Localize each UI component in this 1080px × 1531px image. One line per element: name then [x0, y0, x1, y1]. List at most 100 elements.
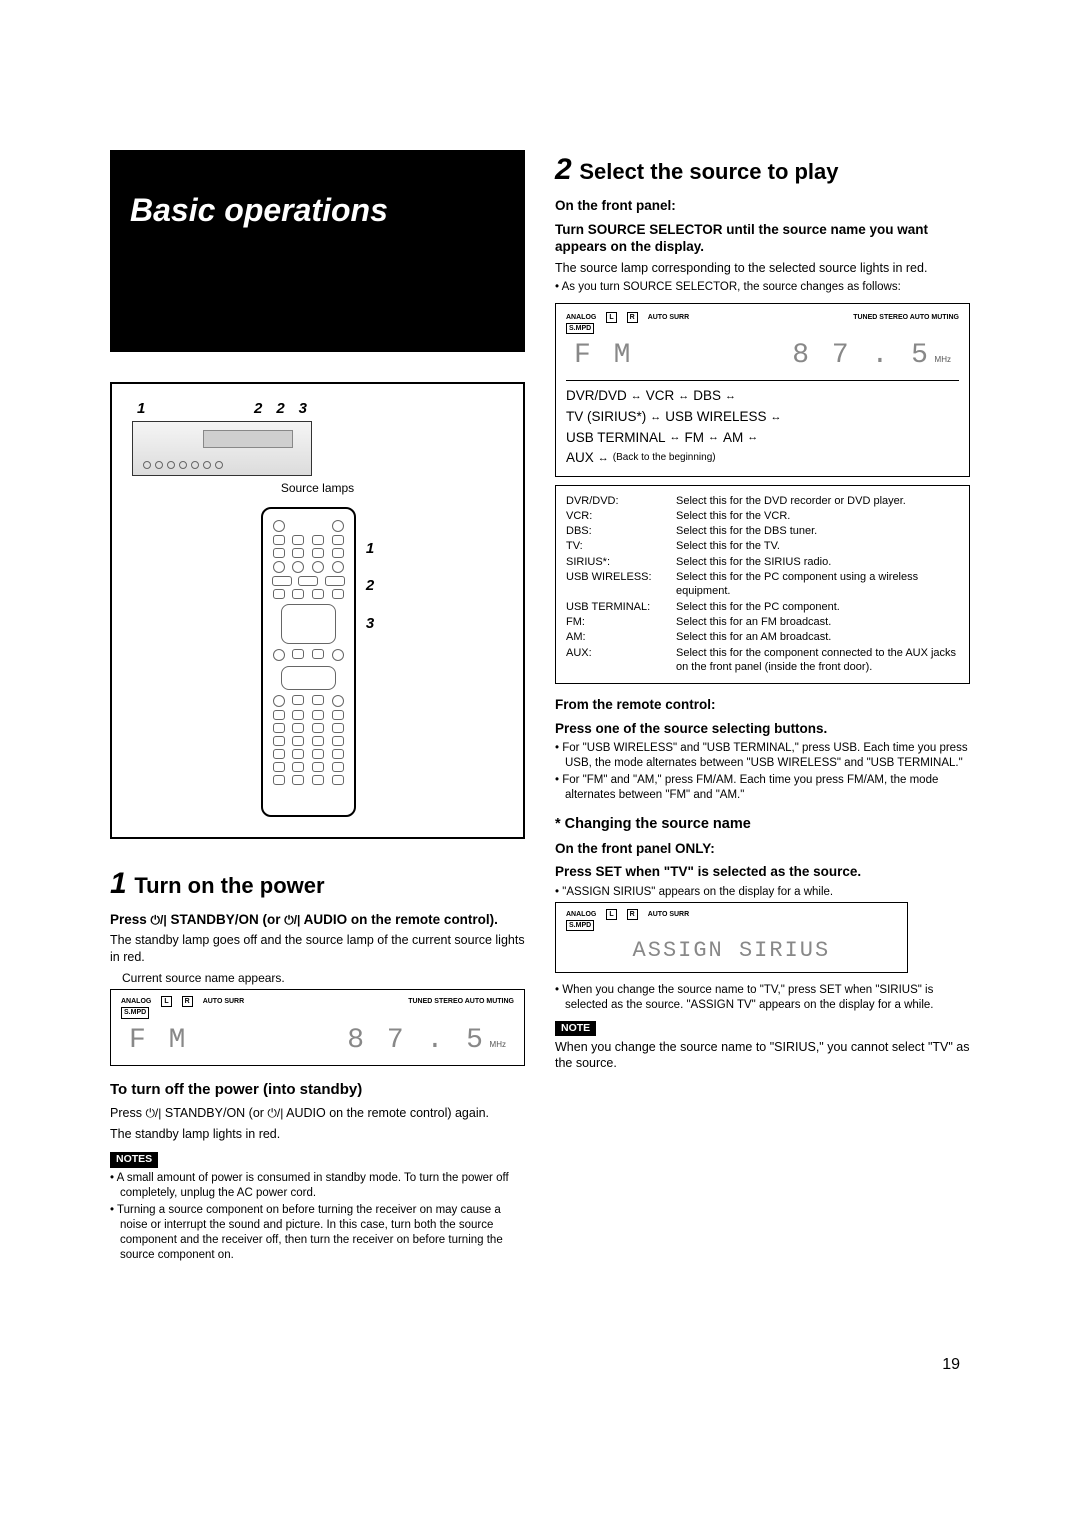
num-1: 1: [137, 399, 145, 419]
remote-image: [261, 507, 356, 817]
remote-num-3: 3: [366, 614, 374, 634]
right-column: 2 Select the source to play On the front…: [555, 150, 970, 1265]
def-key: VCR:: [566, 509, 676, 523]
arrow-icon: ↔: [725, 389, 736, 403]
indicator-l: L: [161, 996, 171, 1007]
step1-instruction: Press ⏻/| STANDBY/ON (or ⏻/| AUDIO on th…: [110, 911, 525, 929]
cycle-line-3: USB TERMINAL↔ FM↔ AM↔: [566, 429, 959, 447]
def-key: USB TERMINAL:: [566, 600, 676, 614]
bullet-item: "ASSIGN SIRIUS" appears on the display f…: [555, 885, 970, 900]
note-item: Turning a source component on before tur…: [110, 1203, 525, 1263]
indicator-autosurr: AUTO SURR: [203, 997, 244, 1006]
remote-label: From the remote control:: [555, 696, 970, 714]
indicator-r: R: [627, 312, 638, 323]
def-key: TV:: [566, 539, 676, 553]
def-key: AM:: [566, 630, 676, 644]
title-box: Basic operations: [110, 150, 525, 352]
def-val: Select this for the PC component.: [676, 600, 959, 614]
indicator-l: L: [606, 909, 616, 920]
num-3: 3: [299, 399, 307, 419]
cycle-line-4: AUX↔ (Back to the beginning): [566, 449, 959, 467]
note-label: NOTE: [555, 1021, 596, 1037]
lcd-unit: MHz: [935, 355, 951, 364]
power-icon: ⏻/|: [151, 913, 167, 927]
indicator-tuned: TUNED STEREO AUTO MUTING: [853, 313, 959, 322]
indicator-l: L: [606, 312, 616, 323]
def-val: Select this for the SIRIUS radio.: [676, 555, 959, 569]
remote-num-1: 1: [366, 539, 374, 559]
lcd-source: F M: [129, 1023, 188, 1059]
lcd-freq: 8 7 . 5: [792, 340, 931, 371]
indicator-autosurr: AUTO SURR: [648, 910, 689, 919]
def-val: Select this for the PC component using a…: [676, 570, 959, 599]
bullet-item: For "USB WIRELESS" and "USB TERMINAL," p…: [555, 741, 970, 771]
remote-instruction: Press one of the source selecting button…: [555, 720, 970, 738]
def-key: DBS:: [566, 524, 676, 538]
standby-body2: The standby lamp lights in red.: [110, 1126, 525, 1142]
front-panel-body: The source lamp corresponding to the sel…: [555, 260, 970, 276]
arrow-icon: ↔: [598, 451, 609, 465]
changing-heading: * Changing the source name: [555, 815, 970, 834]
manual-page: Basic operations 1 2 2 3 Source lamps: [0, 0, 1080, 1325]
indicator-smpd: S.MPD: [566, 920, 594, 931]
page-number: 19: [0, 1355, 1080, 1376]
arrow-icon: ↔: [747, 430, 758, 444]
page-title: Basic operations: [130, 190, 505, 232]
def-key: SIRIUS*:: [566, 555, 676, 569]
standby-heading: To turn off the power (into standby): [110, 1080, 525, 1100]
lcd-assign-text: ASSIGN SIRIUS: [566, 937, 897, 966]
remote-bullets: For "USB WIRELESS" and "USB TERMINAL," p…: [555, 741, 970, 803]
changing-sub2: Press SET when "TV" is selected as the s…: [555, 863, 970, 881]
notes-label: NOTES: [110, 1152, 158, 1168]
step1-number: 1: [110, 864, 127, 903]
indicator-smpd: S.MPD: [121, 1007, 149, 1018]
remote-step-numbers: 1 2 3: [366, 507, 374, 817]
step1-heading: 1 Turn on the power: [110, 864, 525, 903]
indicator-r: R: [627, 909, 638, 920]
num-2b: 2: [276, 399, 284, 419]
lcd-freq: 8 7 . 5: [347, 1025, 486, 1056]
def-val: Select this for the component connected …: [676, 646, 959, 675]
power-icon: ⏻/|: [145, 1106, 161, 1120]
def-key: FM:: [566, 615, 676, 629]
def-val: Select this for the TV.: [676, 539, 959, 553]
note-item: A small amount of power is consumed in s…: [110, 1171, 525, 1201]
def-key: AUX:: [566, 646, 676, 675]
cycle-back-note: (Back to the beginning): [613, 451, 716, 464]
power-icon: ⏻/|: [267, 1106, 283, 1120]
left-column: Basic operations 1 2 2 3 Source lamps: [110, 150, 525, 1265]
front-panel-instruction: Turn SOURCE SELECTOR until the source na…: [555, 221, 970, 256]
indicator-analog: ANALOG: [121, 997, 151, 1006]
step1-body: The standby lamp goes off and the source…: [110, 932, 525, 965]
front-panel-bullets: As you turn SOURCE SELECTOR, the source …: [555, 280, 970, 295]
def-val: Select this for an FM broadcast.: [676, 615, 959, 629]
def-val: Select this for the DBS tuner.: [676, 524, 959, 538]
def-key: DVR/DVD:: [566, 494, 676, 508]
note-body: When you change the source name to "SIRI…: [555, 1039, 970, 1072]
def-val: Select this for the DVD recorder or DVD …: [676, 494, 959, 508]
def-key: USB WIRELESS:: [566, 570, 676, 599]
lcd-unit: MHz: [490, 1040, 506, 1049]
changing-bullets-2: When you change the source name to "TV,"…: [555, 983, 970, 1013]
remote-num-2: 2: [366, 576, 374, 596]
def-val: Select this for an AM broadcast.: [676, 630, 959, 644]
step2-heading: 2 Select the source to play: [555, 150, 970, 189]
step2-number: 2: [555, 150, 572, 189]
num-2a: 2: [254, 399, 262, 419]
front-panel-label: On the front panel:: [555, 197, 970, 215]
source-cycle-box: ANALOG L R AUTO SURR TUNED STEREO AUTO M…: [555, 303, 970, 477]
cycle-line-2: TV (SIRIUS*)↔ USB WIRELESS↔: [566, 408, 959, 426]
receiver-image: [132, 421, 312, 476]
bullet-item: For "FM" and "AM," press FM/AM. Each tim…: [555, 773, 970, 803]
receiver-step-numbers: 1 2 2 3: [132, 399, 312, 419]
source-lamps-label: Source lamps: [132, 481, 503, 497]
bullet-item: As you turn SOURCE SELECTOR, the source …: [555, 280, 970, 295]
lcd-source: F M: [574, 338, 633, 374]
arrow-icon: ↔: [771, 410, 782, 424]
indicator-analog: ANALOG: [566, 910, 596, 919]
standby-body1: Press ⏻/| STANDBY/ON (or ⏻/| AUDIO on th…: [110, 1105, 525, 1122]
display-panel-1: ANALOG L R AUTO SURR TUNED STEREO AUTO M…: [110, 989, 525, 1066]
source-definitions: DVR/DVD:Select this for the DVD recorder…: [555, 485, 970, 685]
cycle-line-1: DVR/DVD↔ VCR↔ DBS↔: [566, 387, 959, 405]
step1-caption: Current source name appears.: [122, 971, 525, 987]
